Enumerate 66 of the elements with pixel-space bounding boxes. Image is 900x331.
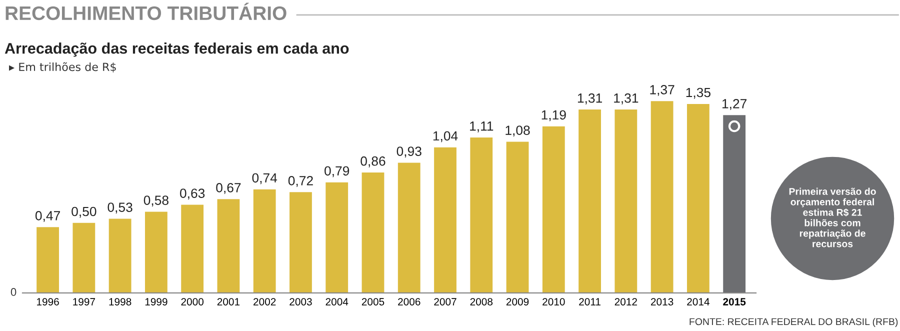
x-tick-label: 2010 [542,298,565,306]
x-tick-label: 2006 [398,298,420,306]
bar [542,126,565,293]
data-label: 0,93 [396,146,422,158]
x-tick-label: 2000 [181,298,204,306]
data-label: 1,08 [506,126,530,137]
x-tick-label: 1999 [145,298,168,306]
bar [506,142,529,293]
x-tick-label: 2004 [326,298,348,306]
data-label: 0,74 [252,173,278,184]
x-tick-label: 1997 [73,298,95,306]
data-label: 0,53 [108,202,132,214]
x-tick-label: 2007 [434,298,456,306]
bar [217,199,240,293]
x-tick-label: 2012 [614,298,637,306]
bar [434,147,456,293]
bar [470,138,493,293]
bar [36,227,59,293]
data-label: 1,37 [650,85,674,96]
bar [72,222,96,293]
data-label: 1,27 [722,99,746,110]
data-label: 0,50 [72,206,96,218]
x-tick-label: 2015 [723,298,746,306]
x-tick-label: 1998 [109,298,132,306]
bar [253,189,276,293]
data-label: 0,72 [288,176,313,187]
y-axis-title: ▸ Em trilhões de R$ [9,62,116,73]
bar [144,212,168,293]
bar [326,182,348,293]
bar [686,104,710,293]
chart-subtitle: Arrecadação das receitas federais em cada ano [4,42,349,57]
data-label: 0,67 [216,183,241,194]
x-tick-label: 2008 [470,298,493,306]
chart-title: RECOLHIMENTO TRIBUTÁRIO [6,2,286,20]
data-label: 1,31 [614,93,638,104]
data-label: 0,63 [180,188,205,200]
data-label: 0,47 [35,211,60,222]
x-tick-label: 2003 [290,298,312,306]
data-label: 0,58 [144,196,168,207]
x-tick-label: 2013 [650,298,674,306]
text: 0 [10,288,16,296]
x-tick-label: 2005 [362,298,384,306]
bar [398,162,420,293]
data-label: 1,19 [542,110,566,122]
data-label: 0,79 [324,166,350,178]
bar [650,101,674,293]
bar [614,110,638,293]
bar [108,218,132,293]
data-label: 1,31 [578,93,602,104]
bar [723,115,746,293]
data-label: 1,04 [433,131,458,142]
x-tick-label: 2001 [217,298,240,306]
data-label: 1,11 [470,122,494,132]
x-tick-label: 1996 [37,298,59,306]
x-tick-label: 2011 [579,298,600,306]
data-label: 1,35 [686,88,710,99]
bar [290,192,312,293]
bar [578,110,601,293]
bar [362,172,384,293]
x-tick-label: 2009 [506,298,529,306]
text: Primeira versão do orçamento federal estima R$ 21 bilhões com repatriação de recursos [789,188,876,248]
source-note: FONTE: RECEITA FEDERAL DO BRASIL (RFB) [690,318,898,328]
data-label: 0,86 [360,156,386,168]
x-tick-label: 2014 [687,298,710,306]
bar [181,204,204,293]
x-tick-label: 2002 [254,298,276,306]
